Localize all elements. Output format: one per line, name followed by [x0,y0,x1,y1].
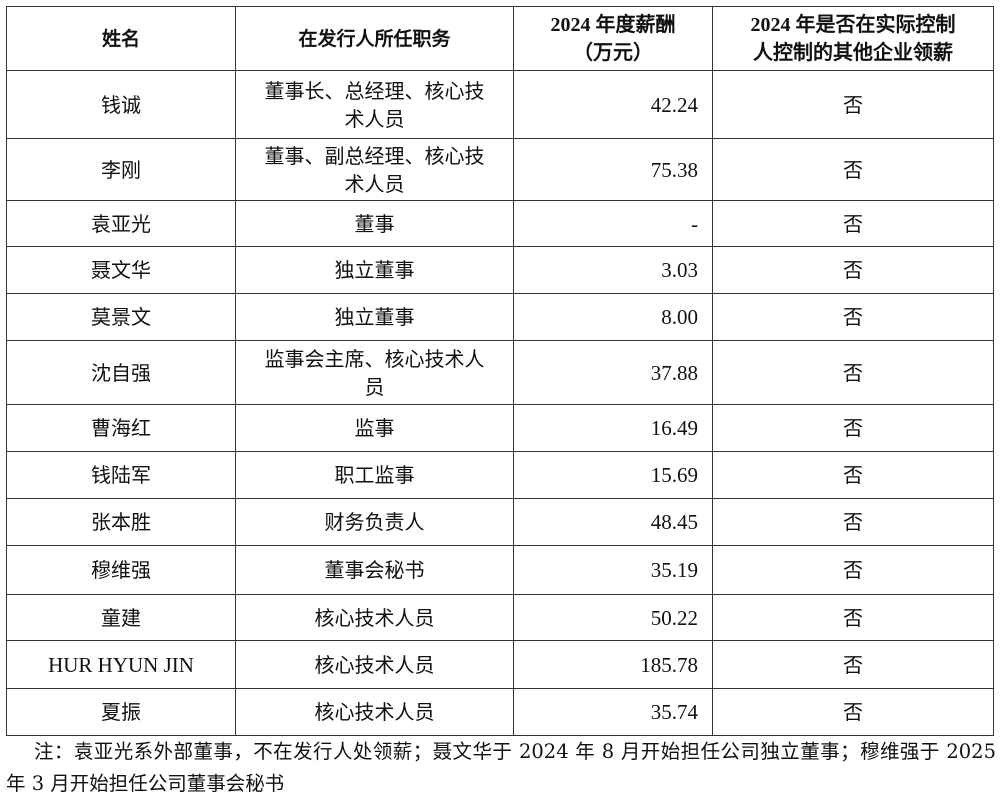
header-other-line2: 人控制的其他企业领薪 [753,41,953,64]
cell-other-pay: 否 [712,498,994,546]
table-row: 夏振 核心技术人员 35.74 否 [6,688,994,736]
cell-other-pay: 否 [712,200,994,247]
cell-name: HUR HYUN JIN [6,640,236,689]
cell-position: 核心技术人员 [235,594,514,641]
cell-salary: 15.69 [513,451,713,499]
cell-position: 董事、副总经理、核心技术人员 [235,138,514,201]
cell-position: 董事 [235,200,514,247]
cell-other-pay: 否 [712,246,994,294]
cell-position: 监事 [235,404,514,452]
cell-other-pay: 否 [712,70,994,139]
cell-position: 核心技术人员 [235,688,514,736]
cell-position: 监事会主席、核心技术人员 [235,340,514,405]
table-row: 穆维强 董事会秘书 35.19 否 [6,545,994,595]
cell-name: 穆维强 [6,545,236,595]
cell-name: 钱陆军 [6,451,236,499]
cell-other-pay: 否 [712,293,994,341]
table-row: 童建 核心技术人员 50.22 否 [6,594,994,641]
cell-name: 童建 [6,594,236,641]
table-header-row: 姓名 在发行人所任职务 2024 年度薪酬 （万元） 2024 年是否在实际控制… [6,6,994,71]
cell-name: 莫景文 [6,293,236,341]
table-row: HUR HYUN JIN 核心技术人员 185.78 否 [6,640,994,689]
header-name: 姓名 [6,6,236,71]
table-row: 张本胜 财务负责人 48.45 否 [6,498,994,546]
cell-position: 独立董事 [235,246,514,294]
cell-name: 袁亚光 [6,200,236,247]
cell-name: 钱诚 [6,70,236,139]
cell-position: 董事长、总经理、核心技术人员 [235,70,514,139]
cell-salary: 37.88 [513,340,713,405]
header-other-line1: 2024 年是否在实际控制 [750,13,956,36]
cell-salary: 35.19 [513,545,713,595]
cell-other-pay: 否 [712,340,994,405]
table-row: 沈自强 监事会主席、核心技术人员 37.88 否 [6,340,994,405]
cell-salary: 16.49 [513,404,713,452]
table-row: 莫景文 独立董事 8.00 否 [6,293,994,341]
header-salary: 2024 年度薪酬 （万元） [513,6,713,71]
cell-name: 夏振 [6,688,236,736]
header-position: 在发行人所任职务 [235,6,514,71]
cell-salary: 75.38 [513,138,713,201]
cell-salary: 35.74 [513,688,713,736]
table-row: 袁亚光 董事 - 否 [6,200,994,247]
table-row: 钱陆军 职工监事 15.69 否 [6,451,994,499]
cell-other-pay: 否 [712,640,994,689]
cell-salary: 8.00 [513,293,713,341]
cell-name: 曹海红 [6,404,236,452]
cell-salary: - [513,200,713,247]
cell-name: 聂文华 [6,246,236,294]
cell-position: 财务负责人 [235,498,514,546]
table-row: 李刚 董事、副总经理、核心技术人员 75.38 否 [6,138,994,201]
cell-name: 沈自强 [6,340,236,405]
cell-name: 李刚 [6,138,236,201]
table-row: 钱诚 董事长、总经理、核心技术人员 42.24 否 [6,70,994,139]
cell-other-pay: 否 [712,404,994,452]
cell-other-pay: 否 [712,138,994,201]
header-salary-line1: 2024 年度薪酬 [550,13,676,36]
compensation-table: 姓名 在发行人所任职务 2024 年度薪酬 （万元） 2024 年是否在实际控制… [6,6,994,736]
cell-other-pay: 否 [712,451,994,499]
header-salary-line2: （万元） [573,41,653,64]
cell-position: 董事会秘书 [235,545,514,595]
cell-other-pay: 否 [712,545,994,595]
cell-name: 张本胜 [6,498,236,546]
cell-position: 职工监事 [235,451,514,499]
cell-salary: 185.78 [513,640,713,689]
header-other-pay: 2024 年是否在实际控制 人控制的其他企业领薪 [712,6,994,71]
table-row: 聂文华 独立董事 3.03 否 [6,246,994,294]
table-row: 曹海红 监事 16.49 否 [6,404,994,452]
cell-position: 核心技术人员 [235,640,514,689]
cell-other-pay: 否 [712,688,994,736]
cell-other-pay: 否 [712,594,994,641]
cell-salary: 42.24 [513,70,713,139]
footnote: 注：袁亚光系外部董事，不在发行人处领薪；聂文华于 2024 年 8 月开始担任公… [6,740,996,795]
cell-position: 独立董事 [235,293,514,341]
cell-salary: 50.22 [513,594,713,641]
cell-salary: 3.03 [513,246,713,294]
cell-salary: 48.45 [513,498,713,546]
